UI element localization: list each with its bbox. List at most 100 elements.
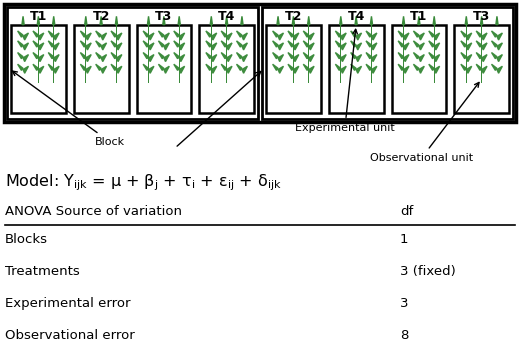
Text: ANOVA Source of variation: ANOVA Source of variation bbox=[5, 205, 182, 218]
Polygon shape bbox=[491, 64, 497, 70]
Polygon shape bbox=[303, 31, 309, 37]
Bar bbox=[293, 25, 294, 83]
Bar bbox=[356, 25, 357, 83]
Polygon shape bbox=[164, 66, 170, 73]
Polygon shape bbox=[18, 52, 23, 59]
Polygon shape bbox=[356, 66, 361, 73]
Polygon shape bbox=[33, 64, 38, 70]
Polygon shape bbox=[433, 16, 435, 25]
Polygon shape bbox=[179, 43, 185, 50]
Polygon shape bbox=[466, 55, 472, 62]
Polygon shape bbox=[164, 43, 170, 50]
Polygon shape bbox=[303, 52, 309, 59]
Polygon shape bbox=[429, 31, 434, 37]
Polygon shape bbox=[293, 43, 299, 50]
Bar bbox=[454, 25, 509, 113]
Polygon shape bbox=[18, 41, 23, 47]
Polygon shape bbox=[335, 31, 341, 37]
Polygon shape bbox=[461, 52, 466, 59]
Polygon shape bbox=[356, 43, 361, 50]
Polygon shape bbox=[116, 33, 122, 40]
Text: T3: T3 bbox=[473, 11, 490, 24]
Polygon shape bbox=[164, 55, 170, 62]
Polygon shape bbox=[174, 41, 179, 47]
Polygon shape bbox=[174, 31, 179, 37]
Polygon shape bbox=[413, 31, 419, 37]
Polygon shape bbox=[288, 52, 293, 59]
Polygon shape bbox=[480, 16, 483, 25]
Polygon shape bbox=[227, 55, 232, 62]
Text: Observational unit: Observational unit bbox=[370, 82, 479, 163]
Polygon shape bbox=[482, 33, 487, 40]
Polygon shape bbox=[54, 43, 59, 50]
Polygon shape bbox=[482, 66, 487, 73]
Polygon shape bbox=[429, 52, 434, 59]
Polygon shape bbox=[491, 41, 497, 47]
Polygon shape bbox=[116, 43, 122, 50]
Polygon shape bbox=[101, 55, 107, 62]
Polygon shape bbox=[111, 31, 116, 37]
Bar bbox=[199, 25, 254, 113]
Text: Observational error: Observational error bbox=[5, 329, 135, 342]
Polygon shape bbox=[413, 52, 419, 59]
Polygon shape bbox=[211, 55, 217, 62]
Polygon shape bbox=[86, 33, 91, 40]
Polygon shape bbox=[237, 31, 242, 37]
Polygon shape bbox=[227, 33, 232, 40]
Polygon shape bbox=[81, 64, 86, 70]
Polygon shape bbox=[159, 64, 164, 70]
Polygon shape bbox=[159, 41, 164, 47]
Polygon shape bbox=[38, 43, 44, 50]
Polygon shape bbox=[350, 41, 356, 47]
Polygon shape bbox=[242, 66, 248, 73]
Polygon shape bbox=[54, 66, 59, 73]
Polygon shape bbox=[226, 16, 228, 25]
Polygon shape bbox=[496, 16, 498, 25]
Polygon shape bbox=[293, 33, 299, 40]
Polygon shape bbox=[33, 31, 38, 37]
Polygon shape bbox=[111, 52, 116, 59]
Polygon shape bbox=[33, 41, 38, 47]
Polygon shape bbox=[38, 55, 44, 62]
Polygon shape bbox=[419, 66, 424, 73]
Polygon shape bbox=[465, 16, 467, 25]
Polygon shape bbox=[149, 43, 154, 50]
Polygon shape bbox=[404, 66, 409, 73]
Polygon shape bbox=[174, 64, 179, 70]
Polygon shape bbox=[419, 43, 424, 50]
Polygon shape bbox=[143, 41, 149, 47]
Polygon shape bbox=[38, 66, 44, 73]
Polygon shape bbox=[482, 55, 487, 62]
Polygon shape bbox=[461, 64, 466, 70]
Text: Experimental unit: Experimental unit bbox=[295, 29, 395, 133]
Polygon shape bbox=[101, 33, 107, 40]
Polygon shape bbox=[237, 52, 242, 59]
Polygon shape bbox=[179, 55, 185, 62]
Polygon shape bbox=[293, 66, 299, 73]
Polygon shape bbox=[308, 16, 310, 25]
Polygon shape bbox=[85, 16, 87, 25]
Polygon shape bbox=[303, 41, 309, 47]
Polygon shape bbox=[221, 41, 227, 47]
Polygon shape bbox=[303, 64, 309, 70]
Polygon shape bbox=[241, 16, 243, 25]
Polygon shape bbox=[96, 31, 101, 37]
Polygon shape bbox=[278, 55, 283, 62]
Polygon shape bbox=[242, 55, 248, 62]
Text: T2: T2 bbox=[284, 11, 302, 24]
Polygon shape bbox=[159, 31, 164, 37]
Polygon shape bbox=[419, 55, 424, 62]
Polygon shape bbox=[288, 41, 293, 47]
Polygon shape bbox=[350, 64, 356, 70]
Polygon shape bbox=[23, 55, 29, 62]
Polygon shape bbox=[404, 33, 409, 40]
Polygon shape bbox=[86, 55, 91, 62]
Polygon shape bbox=[179, 66, 185, 73]
Bar bbox=[163, 25, 164, 83]
Bar bbox=[403, 25, 404, 83]
Text: 8: 8 bbox=[400, 329, 408, 342]
Text: T4: T4 bbox=[218, 11, 236, 24]
Polygon shape bbox=[206, 31, 211, 37]
Bar bbox=[329, 25, 384, 113]
Polygon shape bbox=[292, 16, 294, 25]
